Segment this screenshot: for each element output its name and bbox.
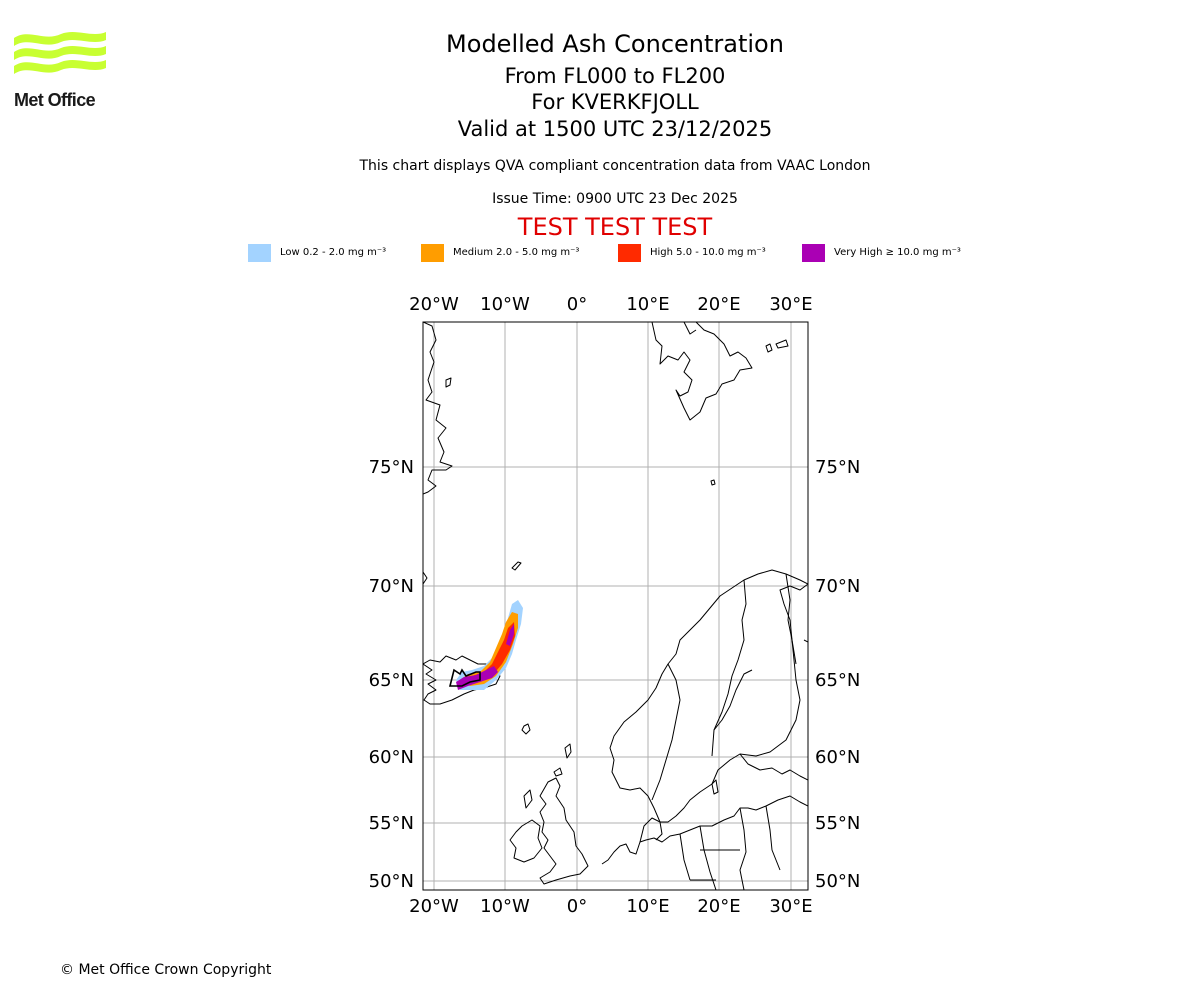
coast-gotland xyxy=(711,779,719,795)
source-area-outline xyxy=(448,668,481,687)
ash-very-high-streak xyxy=(506,624,514,646)
lat-label-right: 70°N xyxy=(815,576,860,597)
lon-label-bottom: 0° xyxy=(567,896,587,917)
flight-level-range: From FL000 to FL200 xyxy=(504,64,726,88)
coast-hebrides xyxy=(523,789,533,809)
coast-greenland-islet xyxy=(445,377,452,388)
lat-label-left: 70°N xyxy=(369,576,414,597)
lat-label-left: 55°N xyxy=(369,813,414,834)
legend-swatch-medium xyxy=(421,244,444,262)
coast-faroe xyxy=(521,723,531,735)
coast-east-edge xyxy=(803,639,808,643)
met-office-logo: Met Office xyxy=(14,28,108,112)
coast-ireland xyxy=(509,819,543,863)
lat-label-right: 65°N xyxy=(815,670,860,691)
lon-label-bottom: 20°E xyxy=(697,896,740,917)
legend-swatch-low xyxy=(248,244,271,262)
border-sweden-finland xyxy=(711,579,747,757)
coast-continent xyxy=(601,795,808,865)
lat-label-left: 75°N xyxy=(369,457,414,478)
lon-label-top: 10°E xyxy=(626,294,669,315)
map-gridlines xyxy=(423,322,808,890)
coast-jan-mayen xyxy=(511,561,522,571)
ash-medium-region xyxy=(460,612,518,686)
coast-shetland xyxy=(564,743,572,759)
lon-label-bottom: 30°E xyxy=(769,896,812,917)
met-office-wave-icon xyxy=(14,32,106,74)
lat-label-left: 50°N xyxy=(369,871,414,892)
lon-label-top: 30°E xyxy=(769,294,812,315)
coast-scandinavia xyxy=(609,569,808,823)
legend-label-high: High 5.0 - 10.0 mg m⁻³ xyxy=(650,247,766,258)
coastlines xyxy=(423,322,808,890)
coast-svalbard xyxy=(651,322,753,421)
test-banner: TEST TEST TEST xyxy=(517,213,713,241)
lon-label-bottom: 10°E xyxy=(626,896,669,917)
coast-great-britain xyxy=(539,777,589,885)
borders-eastern-europe xyxy=(679,805,781,890)
lat-label-left: 65°N xyxy=(369,670,414,691)
lon-label-top: 20°W xyxy=(409,294,459,315)
border-finland-russia xyxy=(785,573,797,665)
coast-kong-karl xyxy=(775,339,789,349)
border-norway-sweden xyxy=(651,663,681,801)
coast-gulf-of-bothnia xyxy=(713,669,753,731)
lat-label-right: 75°N xyxy=(815,457,860,478)
volcano-name: For KVERKFJOLL xyxy=(531,90,699,114)
coast-baltic-east xyxy=(739,753,808,781)
legend-swatch-very-high xyxy=(802,244,825,262)
coast-bjornoya xyxy=(710,479,716,486)
legend-label-very-high: Very High ≥ 10.0 mg m⁻³ xyxy=(834,247,961,258)
lon-label-bottom: 20°W xyxy=(409,896,459,917)
valid-time: Valid at 1500 UTC 23/12/2025 xyxy=(457,117,773,141)
compliance-note: This chart displays QVA compliant concen… xyxy=(359,158,871,174)
lon-label-top: 10°W xyxy=(480,294,530,315)
coast-denmark xyxy=(639,817,663,843)
lat-label-right: 60°N xyxy=(815,747,860,768)
map-frame xyxy=(422,321,809,891)
legend-label-medium: Medium 2.0 - 5.0 mg m⁻³ xyxy=(453,247,580,258)
coast-kvitoya xyxy=(765,343,773,353)
coast-svalbard-north xyxy=(683,322,697,335)
coast-orkney xyxy=(553,767,563,777)
lat-label-right: 55°N xyxy=(815,813,860,834)
lon-label-bottom: 10°W xyxy=(480,896,530,917)
lon-label-top: 0° xyxy=(567,294,587,315)
met-office-wordmark: Met Office xyxy=(14,90,96,110)
coast-greenland-south xyxy=(423,571,428,585)
chart-title: Modelled Ash Concentration xyxy=(446,30,784,58)
issue-time: Issue Time: 0900 UTC 23 Dec 2025 xyxy=(492,191,738,207)
lat-label-left: 60°N xyxy=(369,747,414,768)
copyright-notice: © Met Office Crown Copyright xyxy=(60,962,272,978)
lat-label-right: 50°N xyxy=(815,871,860,892)
legend-label-low: Low 0.2 - 2.0 mg m⁻³ xyxy=(280,247,387,258)
coast-greenland xyxy=(423,322,453,495)
lon-label-top: 20°E xyxy=(697,294,740,315)
legend-swatch-high xyxy=(618,244,641,262)
